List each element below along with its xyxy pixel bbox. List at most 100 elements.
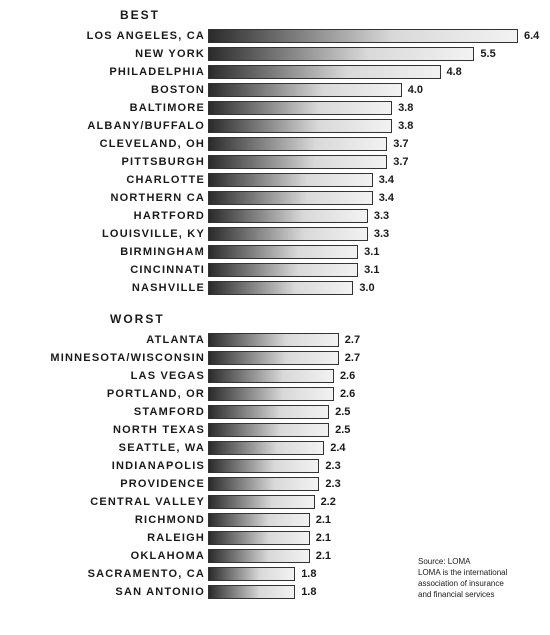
row-label: CHARLOTTE xyxy=(126,172,205,188)
bar-row: CINCINNATI 3.1 xyxy=(0,262,550,278)
source-note-line: and financial services xyxy=(418,589,507,600)
row-label: BIRMINGHAM xyxy=(120,244,205,260)
row-label: INDIANAPOLIS xyxy=(112,458,205,474)
bar xyxy=(208,531,310,545)
persistency-chart: BESTLOS ANGELES, CA6.4NEW YORK5.5PHILADE… xyxy=(0,0,550,635)
bar xyxy=(208,333,339,347)
row-label: STAMFORD xyxy=(134,404,205,420)
bar xyxy=(208,83,402,97)
row-label: ATLANTA xyxy=(146,332,205,348)
bar-value: 3.1 xyxy=(364,262,379,278)
row-label: ALBANY/BUFFALO xyxy=(87,118,205,134)
bar-value: 2.2 xyxy=(321,494,336,510)
bar-value: 3.7 xyxy=(393,136,408,152)
bar-value: 2.4 xyxy=(330,440,345,456)
row-label: CINCINNATI xyxy=(130,262,205,278)
bar-row: PORTLAND, OR 2.6 xyxy=(0,386,550,402)
bar-row: CENTRAL VALLEY2.2 xyxy=(0,494,550,510)
bar-row: LOUISVILLE, KY 3.3 xyxy=(0,226,550,242)
bar xyxy=(208,495,315,509)
bar xyxy=(208,567,295,581)
bar-row: PITTSBURGH 3.7 xyxy=(0,154,550,170)
row-label: SACRAMENTO, CA xyxy=(88,566,205,582)
bar xyxy=(208,387,334,401)
bar xyxy=(208,191,373,205)
bar-row: NORTH TEXAS 2.5 xyxy=(0,422,550,438)
bar-value: 4.0 xyxy=(408,82,423,98)
bar-row: CHARLOTTE 3.4 xyxy=(0,172,550,188)
bar xyxy=(208,29,518,43)
bar xyxy=(208,549,310,563)
bar xyxy=(208,209,368,223)
bar-row: STAMFORD 2.5 xyxy=(0,404,550,420)
bar-value: 2.7 xyxy=(345,332,360,348)
row-label: LOS ANGELES, CA xyxy=(87,28,205,44)
bar-value: 2.3 xyxy=(325,458,340,474)
bar-value: 4.8 xyxy=(447,64,462,80)
row-label: PROVIDENCE xyxy=(120,476,205,492)
bar-row: NEW YORK5.5 xyxy=(0,46,550,62)
bar xyxy=(208,137,387,151)
row-label: RALEIGH xyxy=(147,530,205,546)
bar xyxy=(208,405,329,419)
bar-value: 5.5 xyxy=(480,46,495,62)
bar-value: 3.7 xyxy=(393,154,408,170)
bar-value: 2.6 xyxy=(340,368,355,384)
bar-value: 1.8 xyxy=(301,584,316,600)
bar xyxy=(208,65,441,79)
bar-value: 2.7 xyxy=(345,350,360,366)
bar xyxy=(208,441,324,455)
bar-row: NORTHERN CA3.4 xyxy=(0,190,550,206)
bar xyxy=(208,351,339,365)
bar-value: 2.5 xyxy=(335,422,350,438)
bar xyxy=(208,423,329,437)
bar-row: BOSTON 4.0 xyxy=(0,82,550,98)
bar-value: 3.4 xyxy=(379,172,394,188)
bar-value: 2.5 xyxy=(335,404,350,420)
bar-value: 2.1 xyxy=(316,548,331,564)
bar-value: 1.8 xyxy=(301,566,316,582)
bar-row: RALEIGH2.1 xyxy=(0,530,550,546)
bar xyxy=(208,173,373,187)
row-label: LOUISVILLE, KY xyxy=(102,226,205,242)
row-label: RICHMOND xyxy=(135,512,205,528)
bar-row: PROVIDENCE2.3 xyxy=(0,476,550,492)
bar-row: RICHMOND 2.1 xyxy=(0,512,550,528)
bar-value: 3.3 xyxy=(374,226,389,242)
source-note-line: association of insurance xyxy=(418,578,507,589)
row-label: SAN ANTONIO xyxy=(115,584,205,600)
bar-value: 2.6 xyxy=(340,386,355,402)
section-title-worst: WORST xyxy=(110,312,165,326)
bar xyxy=(208,459,319,473)
bar-value: 3.4 xyxy=(379,190,394,206)
bar xyxy=(208,369,334,383)
row-label: BOSTON xyxy=(151,82,205,98)
bar xyxy=(208,155,387,169)
bar xyxy=(208,477,319,491)
bar-value: 3.1 xyxy=(364,244,379,260)
bar-row: LAS VEGAS 2.6 xyxy=(0,368,550,384)
bar-row: NASHVILLE3.0 xyxy=(0,280,550,296)
bar xyxy=(208,101,392,115)
row-label: CLEVELAND, OH xyxy=(100,136,205,152)
bar-value: 3.8 xyxy=(398,118,413,134)
bar xyxy=(208,227,368,241)
bar-row: LOS ANGELES, CA6.4 xyxy=(0,28,550,44)
row-label: PORTLAND, OR xyxy=(107,386,205,402)
row-label: MINNESOTA/WISCONSIN xyxy=(50,350,205,366)
bar xyxy=(208,47,474,61)
bar-row: PHILADELPHIA 4.8 xyxy=(0,64,550,80)
row-label: LAS VEGAS xyxy=(131,368,205,384)
bar-value: 2.1 xyxy=(316,512,331,528)
bar xyxy=(208,585,295,599)
row-label: PHILADELPHIA xyxy=(109,64,205,80)
row-label: BALTIMORE xyxy=(130,100,205,116)
bar-row: SEATTLE, WA2.4 xyxy=(0,440,550,456)
bar-row: HARTFORD3.3 xyxy=(0,208,550,224)
bar-row: BALTIMORE3.8 xyxy=(0,100,550,116)
row-label: PITTSBURGH xyxy=(122,154,206,170)
bar xyxy=(208,513,310,527)
bar xyxy=(208,281,353,295)
row-label: NORTH TEXAS xyxy=(113,422,205,438)
bar-row: ATLANTA 2.7 xyxy=(0,332,550,348)
